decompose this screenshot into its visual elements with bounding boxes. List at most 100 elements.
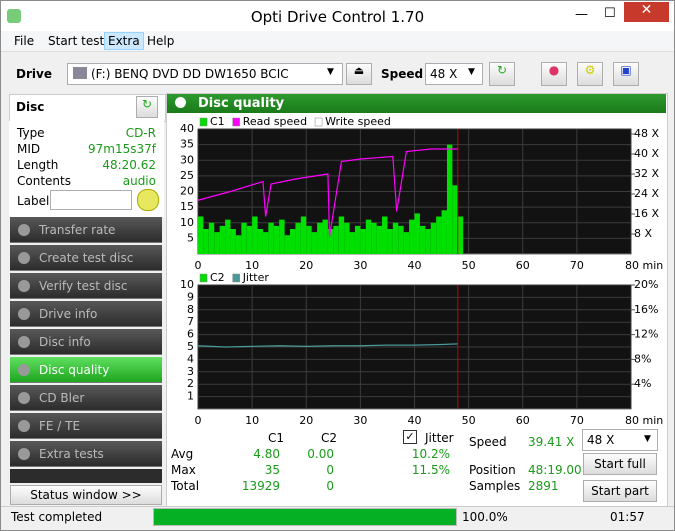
legend-label: Write speed: [325, 115, 391, 128]
disc-value: 48:20.62: [102, 158, 156, 172]
nav-item[interactable]: Disc info: [10, 329, 162, 355]
speed-select-value: 48 X: [587, 433, 615, 447]
stats-value: 11.5%: [411, 463, 450, 477]
disc-refresh[interactable]: ↻: [136, 96, 158, 118]
disc-key: Type: [17, 126, 45, 140]
bar: [208, 222, 215, 254]
x-tick-label: 60: [516, 259, 530, 272]
disc-value: 97m15s37f: [88, 142, 156, 156]
disc-value: CD-R: [125, 126, 156, 140]
stats-value: 0.00: [307, 447, 334, 461]
save-button[interactable]: ▣: [613, 62, 639, 86]
x-tick-label: 80 min: [625, 414, 663, 427]
stats-value: 13929: [241, 479, 280, 493]
x-tick-label: 30: [353, 259, 367, 272]
y-tick-label: 15: [180, 200, 194, 213]
eject-button[interactable]: ⏏: [346, 63, 372, 85]
minimize[interactable]: —: [575, 7, 588, 22]
window-title: Opti Drive Control 1.70: [250, 8, 425, 26]
y2-tick-label: 16 X: [634, 207, 659, 220]
nav-item[interactable]: Extra tests: [10, 441, 162, 467]
y2-tick-label: 32 X: [634, 167, 659, 180]
stats-header: C2: [321, 431, 338, 445]
nav-filler: [10, 469, 162, 483]
stats-header: C1: [268, 431, 285, 445]
bar: [235, 235, 242, 254]
erase-button[interactable]: ●: [541, 62, 567, 86]
nav-item[interactable]: FE / TE: [10, 413, 162, 439]
bar: [290, 229, 296, 254]
menu-item[interactable]: Start test: [48, 34, 105, 48]
stats-value: 35: [264, 463, 280, 477]
y-tick-label: 8: [187, 303, 194, 316]
dropdown-arrow: ▼: [327, 67, 334, 77]
nav-item[interactable]: Verify test disc: [10, 273, 162, 299]
samples-value: 2891: [528, 479, 559, 493]
drive-label: Drive: [16, 67, 52, 81]
y-tick-label: 2: [187, 377, 194, 390]
drive-icon: [73, 67, 87, 79]
bar: [360, 229, 366, 254]
bar: [457, 216, 464, 254]
start-full-button[interactable]: Start full: [583, 453, 657, 475]
nav-item[interactable]: CD Bler: [10, 385, 162, 411]
settings-button[interactable]: ⚙: [577, 62, 603, 86]
menu-item[interactable]: File: [14, 34, 35, 48]
close[interactable]: ✕: [624, 2, 669, 22]
y2-tick-label: 4%: [634, 377, 651, 390]
bar: [257, 229, 263, 254]
x-tick-label: 30: [353, 414, 367, 427]
nav-item[interactable]: Disc quality: [10, 357, 162, 383]
legend-swatch: [232, 117, 240, 127]
y-tick-label: 9: [187, 290, 194, 303]
y-tick-label: 35: [180, 138, 194, 151]
position-value: 48:19.00: [528, 463, 582, 477]
menu-item[interactable]: Extra: [104, 32, 144, 50]
line: [197, 343, 458, 348]
speed-select[interactable]: [425, 63, 483, 85]
bar: [317, 222, 323, 254]
speed-select[interactable]: [582, 429, 658, 451]
y2-tick-label: 48 X: [634, 127, 659, 140]
status-window-button[interactable]: Status window >>: [10, 485, 162, 505]
y-tick-label: 5: [187, 340, 194, 353]
bar: [262, 232, 269, 254]
bar: [268, 222, 274, 254]
x-tick-label: 10: [245, 259, 259, 272]
bar: [338, 216, 345, 254]
disc-title: Disc: [16, 100, 45, 114]
panel-title: Disc quality: [198, 96, 285, 111]
label-input[interactable]: [50, 190, 132, 210]
refresh-button[interactable]: ↻: [489, 62, 515, 86]
bar: [398, 225, 404, 254]
start-part-button[interactable]: Start part: [583, 480, 657, 502]
legend-swatch: [314, 117, 323, 127]
y-tick-label: 7: [187, 315, 194, 328]
nav-item[interactable]: Create test disc: [10, 245, 162, 271]
y2-tick-label: 16%: [634, 303, 658, 316]
menu-item[interactable]: Help: [147, 34, 175, 48]
bar: [219, 225, 226, 254]
speed-label: Speed: [381, 67, 424, 81]
x-tick-label: 80 min: [625, 259, 663, 272]
label-button[interactable]: [137, 189, 159, 211]
disc-value: audio: [122, 174, 156, 188]
bar: [354, 225, 361, 254]
jitter-checkbox[interactable]: ✓: [403, 430, 417, 444]
maximize[interactable]: ☐: [604, 6, 616, 21]
stats-header: Jitter: [425, 431, 454, 445]
line: [197, 148, 458, 237]
bar: [414, 213, 420, 254]
stats-row-label: Total: [171, 479, 200, 493]
nav-item[interactable]: Drive info: [10, 301, 162, 327]
stats-value: 0: [326, 463, 334, 477]
bar: [273, 225, 280, 254]
label-label: Label: [17, 194, 50, 208]
bar: [349, 232, 355, 254]
drive-select[interactable]: [67, 63, 343, 85]
bar: [436, 216, 442, 254]
nav-item[interactable]: Transfer rate: [10, 217, 162, 243]
bar: [441, 210, 447, 254]
bar: [311, 232, 318, 254]
bar: [306, 225, 312, 254]
